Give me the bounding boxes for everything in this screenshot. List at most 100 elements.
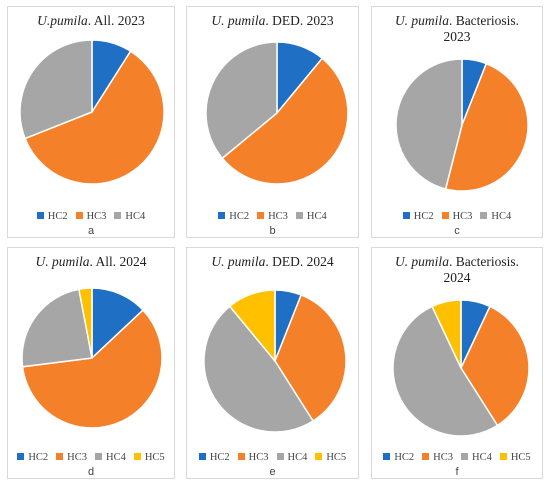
legend-label: HC2 [413,211,434,222]
legend-label: HC3 [452,211,473,222]
legend-swatch [295,212,303,219]
chart-title-species: U. pumila [211,254,266,269]
panel-label: f [455,466,459,478]
legend-swatch [133,453,141,460]
legend-swatch [237,453,245,460]
chart-title-species: U. pumila [35,254,90,269]
chart-panel-d: U. pumila. All. 2024 HC2 HC3 HC4 HC5 d [7,247,175,479]
pie-slice-hc4 [203,305,315,433]
chart-title-text: . All. 2023 [87,13,145,28]
pie-chart [392,299,530,437]
chart-panel-c: U. pumila. Bacteriosis. 2023 HC2 HC3 HC4 c [371,6,543,238]
legend-item-hc4: HC4 [95,452,126,463]
legend-label: HC2 [394,452,415,463]
chart-legend: HC2 HC3 HC4 HC5 [187,452,358,463]
legend-item-hc4: HC4 [461,452,492,463]
chart-legend: HC2 HC3 HC4 [187,211,358,222]
chart-title: U.pumila. All. 2023 [8,13,174,29]
chart-title-species: U.pumila [37,13,88,28]
legend-swatch [461,453,468,460]
legend-label: HC4 [306,211,327,222]
chart-title: U. pumila. DED. 2023 [187,13,358,29]
legend-swatch [114,212,122,219]
chart-title-text: . All. 2024 [89,254,147,269]
legend-item-hc4: HC4 [480,211,511,222]
legend-swatch [422,453,430,460]
legend-label: HC4 [472,452,492,463]
legend-swatch [95,453,102,460]
pie-chart [19,39,165,185]
legend-label: HC2 [209,452,230,463]
chart-legend: HC2 HC3 HC4 HC5 [372,452,542,463]
legend-label: HC3 [248,452,269,463]
legend-item-hc2: HC2 [218,211,249,222]
chart-panel-f: U. pumila. Bacteriosis. 2024 HC2 HC3 HC4 HC… [371,247,543,479]
chart-title-species: U. pumila [394,13,449,28]
legend-swatch [257,212,265,219]
legend-label: HC3 [433,452,453,463]
legend-swatch [383,453,391,460]
legend-item-hc4: HC4 [276,452,308,463]
pie-slice-hc4 [205,41,278,160]
legend-swatch [480,212,488,219]
legend-label: HC3 [86,211,107,222]
legend-item-hc3: HC3 [422,452,453,463]
chart-title: U. pumila. All. 2024 [8,254,174,270]
legend-item-hc3: HC3 [75,211,107,222]
legend-label: HC4 [491,211,512,222]
chart-panel-a: U.pumila. All. 2023 HC2 HC3 HC4 a [7,6,175,238]
legend-swatch [402,212,410,219]
legend-item-hc2: HC2 [383,452,414,463]
chart-title: U. pumila. Bacteriosis. 2024 [372,254,542,286]
legend-label: HC2 [28,452,49,463]
panel-label: b [269,225,276,237]
legend-label: HC2 [229,211,250,222]
panel-label: d [87,466,95,478]
panel-label: a [87,225,95,237]
legend-swatch [218,212,226,219]
pie-slice-hc4 [395,58,463,190]
legend-swatch [56,453,64,460]
legend-swatch [75,212,83,219]
chart-panel-b: U. pumila. DED. 2023 HC2 HC3 HC4 b [186,6,359,238]
legend-label: HC5 [144,452,165,463]
pie-slice-hc4 [21,288,93,368]
pie-chart [205,41,349,185]
chart-title-text: . DED. 2024 [265,254,334,269]
pie-slice-hc4 [392,305,499,437]
chart-title-text: . Bacteriosis. [448,13,520,28]
legend-item-hc3: HC3 [441,211,473,222]
legend-item-hc3: HC3 [237,452,269,463]
pie-slice-hc3 [21,309,163,429]
legend-label: HC2 [47,211,68,222]
pie-chart [21,287,163,429]
pie-slice-hc4 [19,39,93,140]
legend-label: HC5 [326,452,347,463]
legend-item-hc2: HC2 [17,452,48,463]
panel-label: c [454,225,460,237]
chart-title: U. pumila. DED. 2024 [187,254,358,270]
chart-title-text: . Bacteriosis. [448,254,520,269]
legend-label: HC3 [268,211,288,222]
legend-label: HC4 [106,452,126,463]
legend-item-hc2: HC2 [36,211,68,222]
pie-chart [395,58,529,192]
legend-swatch [36,212,44,219]
legend-item-hc3: HC3 [56,452,87,463]
chart-legend: HC2 HC3 HC4 [372,211,542,222]
legend-label: HC4 [287,452,308,463]
chart-title-species: U. pumila [211,13,266,28]
chart-title: U. pumila. Bacteriosis. 2023 [372,13,542,45]
legend-item-hc5: HC5 [315,452,346,463]
chart-title-species: U. pumila [394,254,449,269]
pie-slice-hc2 [91,287,145,360]
chart-title-text: . DED. 2023 [265,13,334,28]
pie-slice-hc5 [431,299,462,369]
legend-label: HC5 [510,452,531,463]
chart-legend: HC2 HC3 HC4 HC5 [8,452,174,463]
legend-swatch [276,453,284,460]
legend-label: HC4 [125,211,146,222]
pie-slice-hc3 [460,305,530,427]
pie-slice-hc5 [78,287,93,359]
legend-swatch [499,453,507,460]
